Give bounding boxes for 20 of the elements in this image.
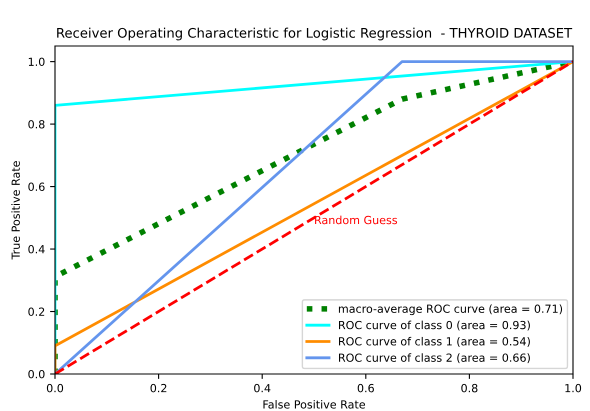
y-tick-label: 0.2: [28, 308, 44, 316]
x-axis-title: False Positive Rate: [263, 400, 366, 409]
legend-label: macro-average ROC curve (area = 0.71): [338, 304, 562, 316]
legend-label: ROC curve of class 2 (area = 0.66): [339, 353, 530, 364]
x-tick-label: 0.6: [358, 384, 374, 392]
x-tick-label: 0.0: [46, 384, 64, 392]
legend-label: ROC curve of class 0 (area = 0.93): [339, 320, 530, 331]
y-tick-label: 0.6: [28, 182, 45, 191]
y-tick-label: 0.0: [28, 370, 45, 378]
y-tick-label: 0.4: [28, 245, 45, 254]
legend-label: ROC curve of class 1 (area = 0.54): [339, 336, 530, 347]
x-tick-label: 1.0: [565, 384, 582, 392]
annotation: Random Guess: [315, 216, 398, 224]
y-tick-label: 0.8: [28, 120, 45, 128]
x-tick-label: 0.2: [150, 384, 166, 392]
y-tick-label: 1.0: [28, 58, 45, 66]
x-tick-label: 0.4: [254, 384, 270, 392]
y-axis-title: True Positive Rate: [11, 161, 20, 260]
x-tick-label: 0.8: [461, 384, 478, 392]
chart-title: Receiver Operating Characteristic for Logistic Regression - THYROID DATASET: [57, 28, 572, 40]
